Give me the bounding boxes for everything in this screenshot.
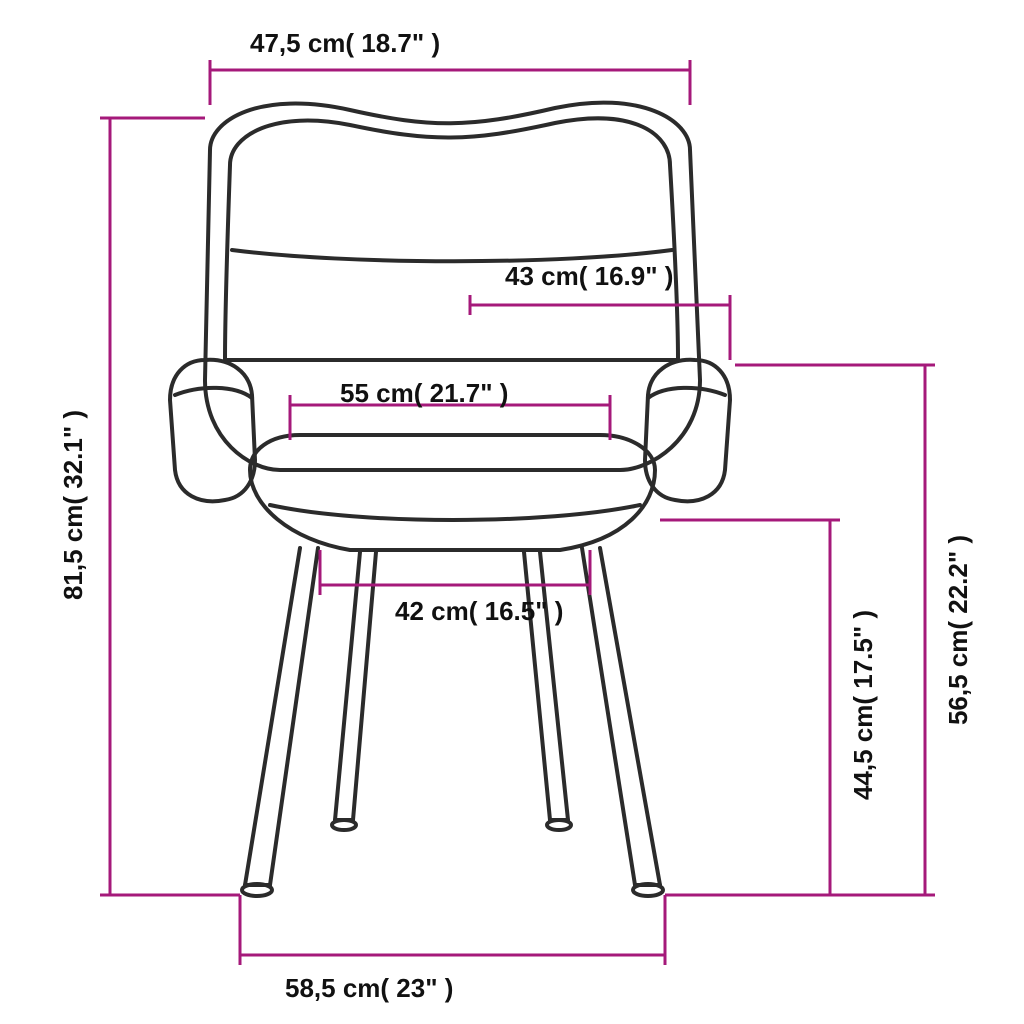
label-back-width: 47,5 cm( 18.7" ) — [250, 28, 440, 58]
label-seat-front: 42 cm( 16.5" ) — [395, 596, 563, 626]
chair-illustration — [170, 103, 730, 896]
dim-total-height — [100, 118, 240, 895]
label-arm-height: 56,5 cm( 22.2" ) — [943, 535, 973, 725]
label-seat-inner: 55 cm( 21.7" ) — [340, 378, 508, 408]
label-seat-height: 44,5 cm( 17.5" ) — [848, 610, 878, 800]
dim-back-width — [210, 60, 690, 105]
label-total-height: 81,5 cm( 32.1" ) — [58, 410, 88, 600]
dim-arm-width — [470, 295, 730, 360]
dim-floor-width — [240, 895, 665, 965]
dim-arm-height — [735, 365, 935, 895]
label-arm-width: 43 cm( 16.9" ) — [505, 261, 673, 291]
dim-seat-height — [660, 520, 925, 895]
label-floor-width: 58,5 cm( 23" ) — [285, 973, 453, 1003]
